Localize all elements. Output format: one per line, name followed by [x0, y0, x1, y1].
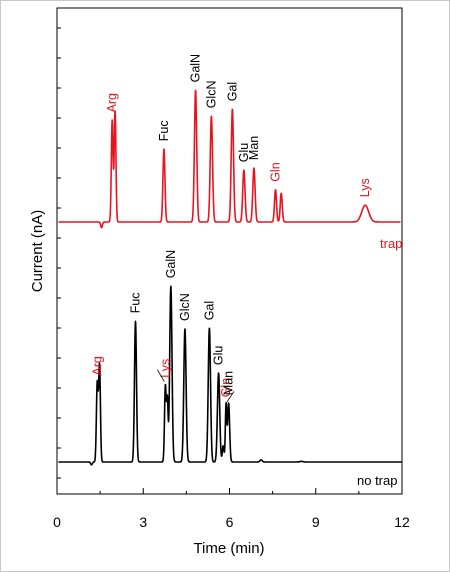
peak-label-man: Man: [247, 136, 261, 160]
peak-label-gln: Gln: [269, 162, 283, 182]
x-tick-label: 0: [53, 514, 61, 530]
peak-label-glu: Glu: [212, 346, 226, 366]
peak-label-gln: Gln: [219, 378, 233, 398]
peak-label-lys: Lys: [158, 359, 172, 378]
trace-layer: [57, 89, 403, 466]
x-tick-label: 6: [226, 514, 234, 530]
peak-label-gal: Gal: [225, 82, 239, 101]
peak-label-gal: Gal: [202, 301, 216, 320]
peak-label-fuc: Fuc: [157, 120, 171, 141]
trap-series-annotation: trap: [380, 236, 402, 251]
peak-label-man: Man: [222, 371, 236, 395]
peak-label-glu: Glu: [237, 143, 251, 163]
axis-layer: 0 3 6 9 12: [53, 27, 410, 530]
peak-label-galn: GalN: [189, 54, 203, 82]
peak-label-fuc: Fuc: [129, 292, 143, 313]
trap-trace: [57, 89, 402, 229]
x-tick-label: 9: [312, 514, 320, 530]
no-trap-series-annotation: no trap: [357, 473, 397, 488]
peak-label-galn: GalN: [164, 250, 178, 278]
x-tick-label: 3: [139, 514, 147, 530]
gln-leader-line: [225, 391, 235, 404]
lys-leader-line: [157, 369, 165, 382]
peak-label-arg: Arg: [105, 93, 119, 113]
peak-label-glcn: GlcN: [178, 293, 192, 321]
no-trap-trace: [57, 285, 403, 466]
peak-label-glcn: GlcN: [204, 81, 218, 109]
peak-label-arg: Arg: [90, 356, 104, 376]
x-axis-label: Time (min): [193, 540, 264, 557]
y-axis-label: Current (nA): [29, 210, 46, 293]
x-tick-label: 12: [394, 514, 410, 530]
peak-label-lys: Lys: [358, 178, 372, 197]
